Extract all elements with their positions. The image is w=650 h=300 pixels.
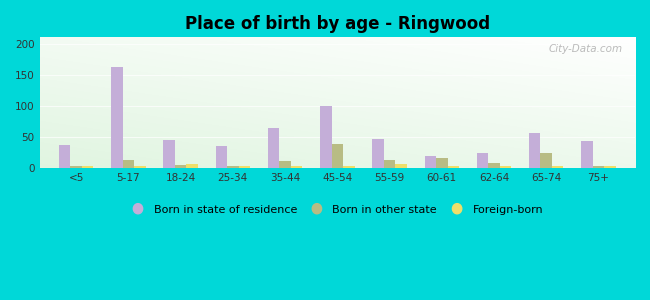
Bar: [447, 166, 459, 168]
Legend: Born in state of residence, Born in other state, Foreign-born: Born in state of residence, Born in othe…: [131, 205, 543, 215]
Bar: [134, 166, 146, 168]
Bar: [604, 166, 616, 168]
Bar: [529, 133, 540, 168]
Bar: [500, 166, 511, 168]
Bar: [436, 158, 447, 168]
Bar: [291, 166, 302, 168]
Bar: [593, 166, 605, 168]
Bar: [476, 153, 488, 168]
Bar: [372, 139, 384, 168]
Bar: [320, 106, 332, 168]
Bar: [343, 166, 354, 168]
Bar: [268, 128, 280, 168]
Bar: [395, 164, 407, 168]
Bar: [581, 141, 593, 168]
Bar: [227, 166, 239, 168]
Bar: [111, 67, 123, 168]
Bar: [175, 165, 187, 168]
Bar: [424, 156, 436, 168]
Text: City-Data.com: City-Data.com: [549, 44, 623, 54]
Title: Place of birth by age - Ringwood: Place of birth by age - Ringwood: [185, 15, 490, 33]
Bar: [163, 140, 175, 168]
Bar: [123, 160, 134, 168]
Bar: [384, 160, 395, 168]
Bar: [488, 163, 500, 168]
Bar: [82, 166, 94, 168]
Bar: [216, 146, 227, 168]
Bar: [540, 153, 552, 168]
Bar: [332, 145, 343, 168]
Bar: [552, 166, 564, 168]
Bar: [280, 161, 291, 168]
Bar: [239, 166, 250, 168]
Bar: [59, 145, 70, 168]
Bar: [70, 166, 82, 168]
Bar: [187, 164, 198, 168]
